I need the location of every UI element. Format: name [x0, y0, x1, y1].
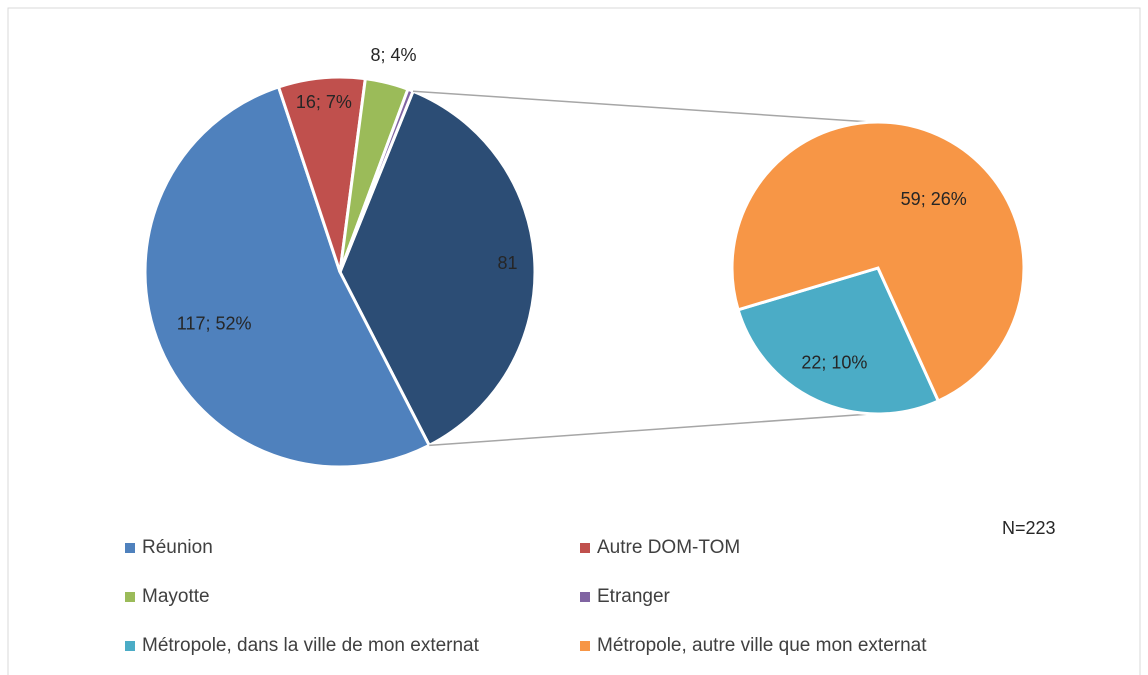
- data-label: 8; 4%: [370, 45, 416, 65]
- pie-slice: [736, 266, 941, 416]
- pie-slice: [730, 120, 1026, 403]
- legend-label: Mayotte: [142, 586, 210, 607]
- pie-slice: [143, 85, 432, 469]
- data-label: 117; 52%: [177, 314, 252, 334]
- legend-swatch: [580, 592, 590, 602]
- data-label: 59; 26%: [901, 189, 967, 209]
- legend-label: Réunion: [142, 537, 213, 558]
- data-label: 81: [498, 253, 518, 273]
- legend-swatch: [125, 543, 135, 553]
- data-label: 22; 10%: [801, 352, 867, 372]
- legend-swatch: [580, 543, 590, 553]
- connector-line: [412, 90, 871, 123]
- data-label: 16; 7%: [296, 92, 352, 112]
- legend-label: Etranger: [597, 586, 671, 607]
- pie-slice: [338, 89, 537, 448]
- annotation: N=223: [1002, 518, 1056, 538]
- legend-label: Autre DOM-TOM: [597, 537, 740, 558]
- legend-swatch: [580, 641, 590, 651]
- legend-swatch: [125, 641, 135, 651]
- legend-label: Métropole, autre ville que mon externat: [597, 635, 927, 656]
- connector-line: [429, 413, 871, 447]
- legend-swatch: [125, 592, 135, 602]
- pie-slice: [338, 87, 416, 273]
- legend-label: Métropole, dans la ville de mon externat: [142, 635, 480, 656]
